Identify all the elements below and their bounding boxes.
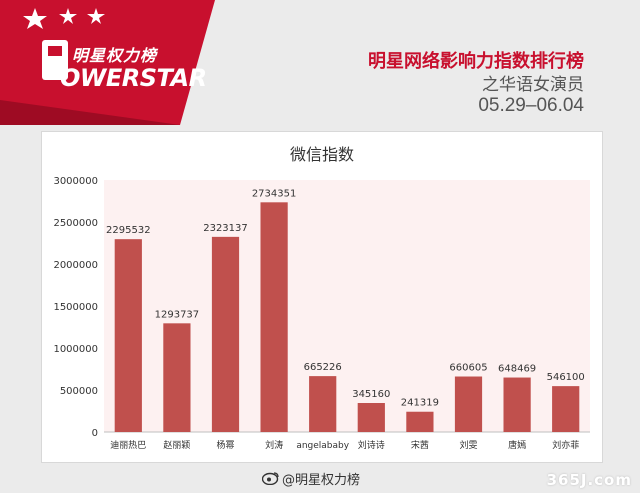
bar — [503, 377, 531, 432]
bar-chart: 微信指数 0 500000 1000000 1500000 2000000 2500000 3… — [53, 145, 590, 451]
x-tick-label: 杨幂 — [216, 439, 234, 451]
x-tick-label: 刘雯 — [459, 439, 477, 451]
bar — [114, 239, 142, 432]
x-tick-label: 唐嫣 — [508, 439, 526, 451]
x-tick-label: angelababy — [296, 441, 349, 451]
chart-title: 微信指数 — [290, 145, 354, 164]
star-icon — [59, 8, 77, 24]
x-tick-label: 刘涛 — [265, 439, 283, 451]
data-label: 345160 — [352, 389, 390, 400]
data-label: 546100 — [547, 372, 585, 383]
y-tick-label: 1500000 — [53, 302, 98, 313]
brand-name-cn: 明星权力榜 — [72, 46, 158, 65]
date-range: 05.29–06.04 — [478, 95, 584, 116]
bar — [552, 386, 580, 432]
star-icon — [23, 8, 47, 29]
y-tick-label: 0 — [92, 428, 98, 439]
data-label: 665226 — [304, 362, 342, 373]
x-tick-label: 迪丽热巴 — [110, 439, 146, 451]
y-tick-label: 500000 — [60, 386, 98, 397]
data-label: 241319 — [401, 398, 439, 409]
page-title: 明星网络影响力指数排行榜 — [368, 51, 584, 72]
weibo-icon — [262, 472, 279, 485]
logo-banner — [0, 0, 215, 125]
data-label: 2295532 — [106, 225, 151, 236]
data-label: 648469 — [498, 364, 536, 375]
bar — [163, 323, 191, 432]
bar — [211, 236, 240, 432]
y-tick-label: 3000000 — [53, 176, 98, 187]
y-tick-label: 1000000 — [53, 344, 98, 355]
y-tick-label: 2500000 — [53, 218, 98, 229]
bar — [260, 202, 288, 432]
data-label: 660605 — [449, 363, 487, 374]
x-tick-label: 宋茜 — [411, 439, 429, 451]
footer-credit: @明星权力榜 — [282, 473, 361, 488]
y-tick-label: 2000000 — [53, 260, 98, 271]
data-label: 2323137 — [203, 223, 248, 234]
x-tick-label: 赵丽颖 — [163, 439, 190, 451]
bar — [454, 376, 483, 432]
bar — [357, 403, 385, 432]
bar — [309, 376, 337, 432]
chart-card: 微信指数 0 500000 1000000 1500000 2000000 2500000 3… — [41, 131, 603, 463]
site-watermark: 365J.com — [546, 471, 632, 489]
x-tick-label: 刘诗诗 — [358, 439, 385, 451]
brand-name-en: OWERSTAR — [60, 64, 207, 92]
page-subtitle: 之华语女演员 — [482, 75, 584, 95]
star-icon — [87, 8, 105, 24]
x-tick-label: 刘亦菲 — [552, 439, 579, 451]
data-label: 2734351 — [252, 188, 297, 199]
bar — [406, 411, 434, 432]
header: 明星权力榜 OWERSTAR 明星网络影响力指数排行榜 之华语女演员 05.29… — [0, 0, 640, 130]
data-label: 1293737 — [155, 309, 200, 320]
